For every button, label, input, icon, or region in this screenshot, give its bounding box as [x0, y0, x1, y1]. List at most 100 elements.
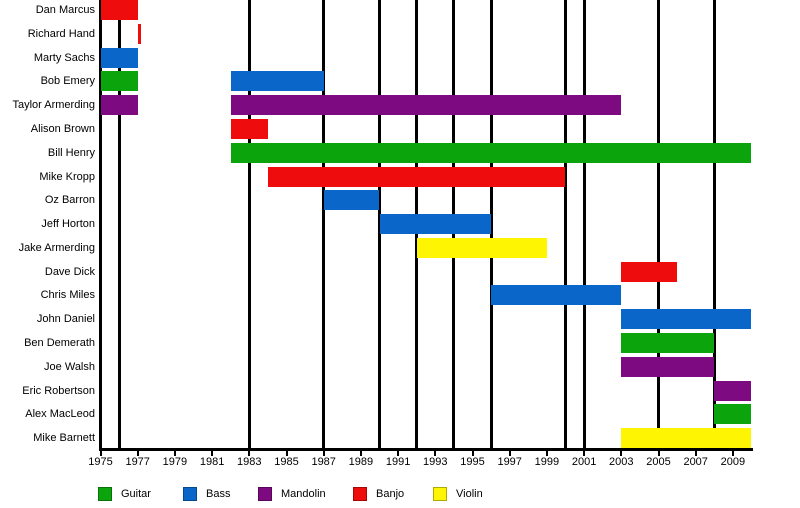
membership-bar-mandolin [621, 357, 715, 377]
legend-item-mandolin: Mandolin [258, 487, 326, 501]
membership-bar-violin [416, 238, 547, 258]
membership-bar-violin [621, 428, 752, 448]
x-axis-tick [136, 451, 139, 456]
member-name-label: Marty Sachs [33, 52, 95, 64]
membership-bar-bass [230, 71, 324, 91]
member-name-label: Chris Miles [40, 289, 95, 301]
member-name-label: Dave Dick [44, 266, 95, 278]
member-name-label: Bob Emery [40, 75, 95, 87]
member-name-label: Dan Marcus [35, 4, 95, 16]
membership-bar-bass [379, 214, 492, 234]
x-axis-tick-label: 1999 [534, 456, 560, 468]
x-axis-tick-label: 2009 [720, 456, 746, 468]
legend-label: Bass [206, 488, 231, 500]
x-axis-tick-label: 1993 [423, 456, 448, 468]
legend-label: Guitar [121, 488, 151, 500]
member-name-label: Jeff Horton [41, 218, 95, 230]
x-axis-tick [211, 451, 214, 456]
album-release-line [247, 0, 251, 448]
x-axis-tick-label: 1989 [348, 456, 374, 468]
legend-label: Banjo [376, 488, 405, 500]
member-name-label: Oz Barron [44, 194, 95, 206]
legend-banjo-swatch [353, 487, 367, 501]
member-name-label: John Daniel [36, 313, 95, 325]
x-axis-tick-label: 1977 [125, 456, 150, 468]
album-release-line [322, 0, 326, 448]
album-release-line [657, 0, 660, 448]
legend-violin-swatch [433, 487, 447, 501]
x-axis-tick [434, 451, 437, 456]
album-release-line [564, 0, 567, 448]
x-axis-tick [657, 451, 660, 456]
membership-bar-bass [491, 285, 622, 305]
x-axis-tick [397, 451, 400, 456]
x-axis-tick [471, 451, 474, 456]
x-axis-tick [359, 451, 362, 456]
x-axis-baseline [99, 448, 753, 451]
x-axis-tick [731, 451, 734, 456]
membership-bar-bass [323, 190, 380, 210]
x-axis-tick-label: 1987 [311, 456, 336, 468]
legend-label: Violin [456, 488, 483, 500]
member-name-label: Jake Armerding [18, 242, 95, 254]
x-axis-tick-label: 1991 [385, 456, 411, 468]
album-release-line [712, 0, 716, 448]
legend-item-bass: Bass [183, 487, 230, 501]
membership-bar-banjo [100, 0, 138, 20]
membership-bar-banjo [137, 24, 141, 44]
membership-bar-guitar [621, 333, 715, 353]
x-axis-tick [583, 451, 586, 456]
member-name-label: Alex MacLeod [25, 408, 95, 420]
membership-bar-bass [100, 48, 138, 68]
x-axis-tick [620, 451, 623, 456]
x-axis-tick [248, 451, 251, 456]
membership-bar-mandolin [714, 381, 752, 401]
member-name-label: Alison Brown [30, 123, 95, 135]
x-axis-tick [173, 451, 176, 456]
x-axis-tick-label: 1997 [497, 456, 522, 468]
legend-item-guitar: Guitar [98, 487, 151, 501]
x-axis-tick [508, 451, 511, 456]
x-axis-tick-label: 2005 [646, 456, 671, 468]
membership-bar-banjo [621, 262, 678, 282]
member-name-label: Richard Hand [27, 28, 95, 40]
member-name-label: Mike Barnett [33, 432, 95, 444]
member-name-label: Eric Robertson [22, 385, 95, 397]
legend-bass-swatch [183, 487, 197, 501]
membership-bar-banjo [267, 167, 566, 187]
legend-item-banjo: Banjo [353, 487, 404, 501]
x-axis-tick [285, 451, 288, 456]
membership-bar-bass [621, 309, 752, 329]
album-release-line [489, 0, 493, 448]
x-axis-tick-label: 1995 [460, 456, 485, 468]
x-axis-tick [99, 451, 102, 456]
x-axis-tick [694, 451, 697, 456]
legend-label: Mandolin [281, 488, 326, 500]
member-name-label: Taylor Armerding [12, 99, 95, 111]
membership-bar-mandolin [100, 95, 138, 115]
y-axis-line [99, 0, 102, 448]
x-axis-tick-label: 1985 [274, 456, 299, 468]
x-axis-tick-label: 1981 [199, 456, 225, 468]
membership-bar-mandolin [230, 95, 622, 115]
album-release-line [582, 0, 586, 448]
member-name-label: Joe Walsh [44, 361, 95, 373]
x-axis-tick [545, 451, 548, 456]
x-axis-tick [322, 451, 325, 456]
x-axis-tick-label: 2007 [683, 456, 708, 468]
album-release-line [117, 0, 121, 448]
member-name-label: Ben Demerath [24, 337, 95, 349]
legend-guitar-swatch [98, 487, 112, 501]
legend-item-violin: Violin [433, 487, 483, 501]
membership-bar-guitar [714, 404, 752, 424]
x-axis-tick-label: 1983 [237, 456, 262, 468]
member-name-label: Mike Kropp [39, 171, 95, 183]
member-name-label: Bill Henry [47, 147, 95, 159]
x-axis-tick-label: 1979 [162, 456, 188, 468]
membership-bar-guitar [100, 71, 138, 91]
x-axis-tick-label: 1975 [88, 456, 113, 468]
membership-bar-guitar [230, 143, 752, 163]
x-axis-tick-label: 2001 [571, 456, 597, 468]
membership-bar-banjo [230, 119, 268, 139]
